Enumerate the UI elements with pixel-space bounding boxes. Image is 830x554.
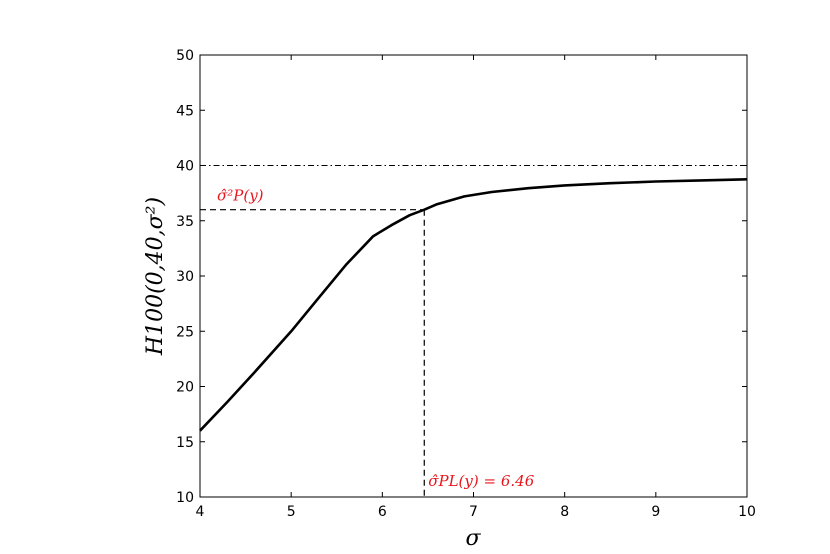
y-tick-label: 50: [176, 48, 194, 64]
y-tick-label: 25: [176, 324, 194, 340]
x-tick-label: 6: [378, 504, 387, 520]
x-axis-label: σ: [465, 526, 481, 551]
y-estimate-annotation: σ̂²P(y): [217, 187, 264, 205]
plot-frame: [199, 54, 748, 498]
y-tick-label: 35: [176, 214, 194, 230]
x-tick-label: 4: [196, 504, 205, 520]
x-tick-label: 8: [560, 504, 569, 520]
x-tick-label: 7: [469, 504, 478, 520]
y-tick-label: 30: [176, 269, 194, 285]
x-estimate-annotation: σ̂PL(y) = 6.46: [428, 472, 534, 490]
x-tick-label: 9: [651, 504, 660, 520]
y-tick-label: 45: [176, 103, 194, 119]
x-tick-label: 10: [738, 504, 756, 520]
x-tick-label: 5: [287, 504, 296, 520]
y-tick-label: 20: [176, 380, 194, 396]
series-line: [199, 178, 748, 432]
y-tick-label: 10: [176, 490, 194, 506]
y-tick-label: 40: [176, 159, 194, 175]
y-tick-label: 15: [176, 435, 194, 451]
axis-ticks: [199, 54, 748, 498]
y-axis-label: H100(0,40,σ²): [143, 197, 168, 356]
